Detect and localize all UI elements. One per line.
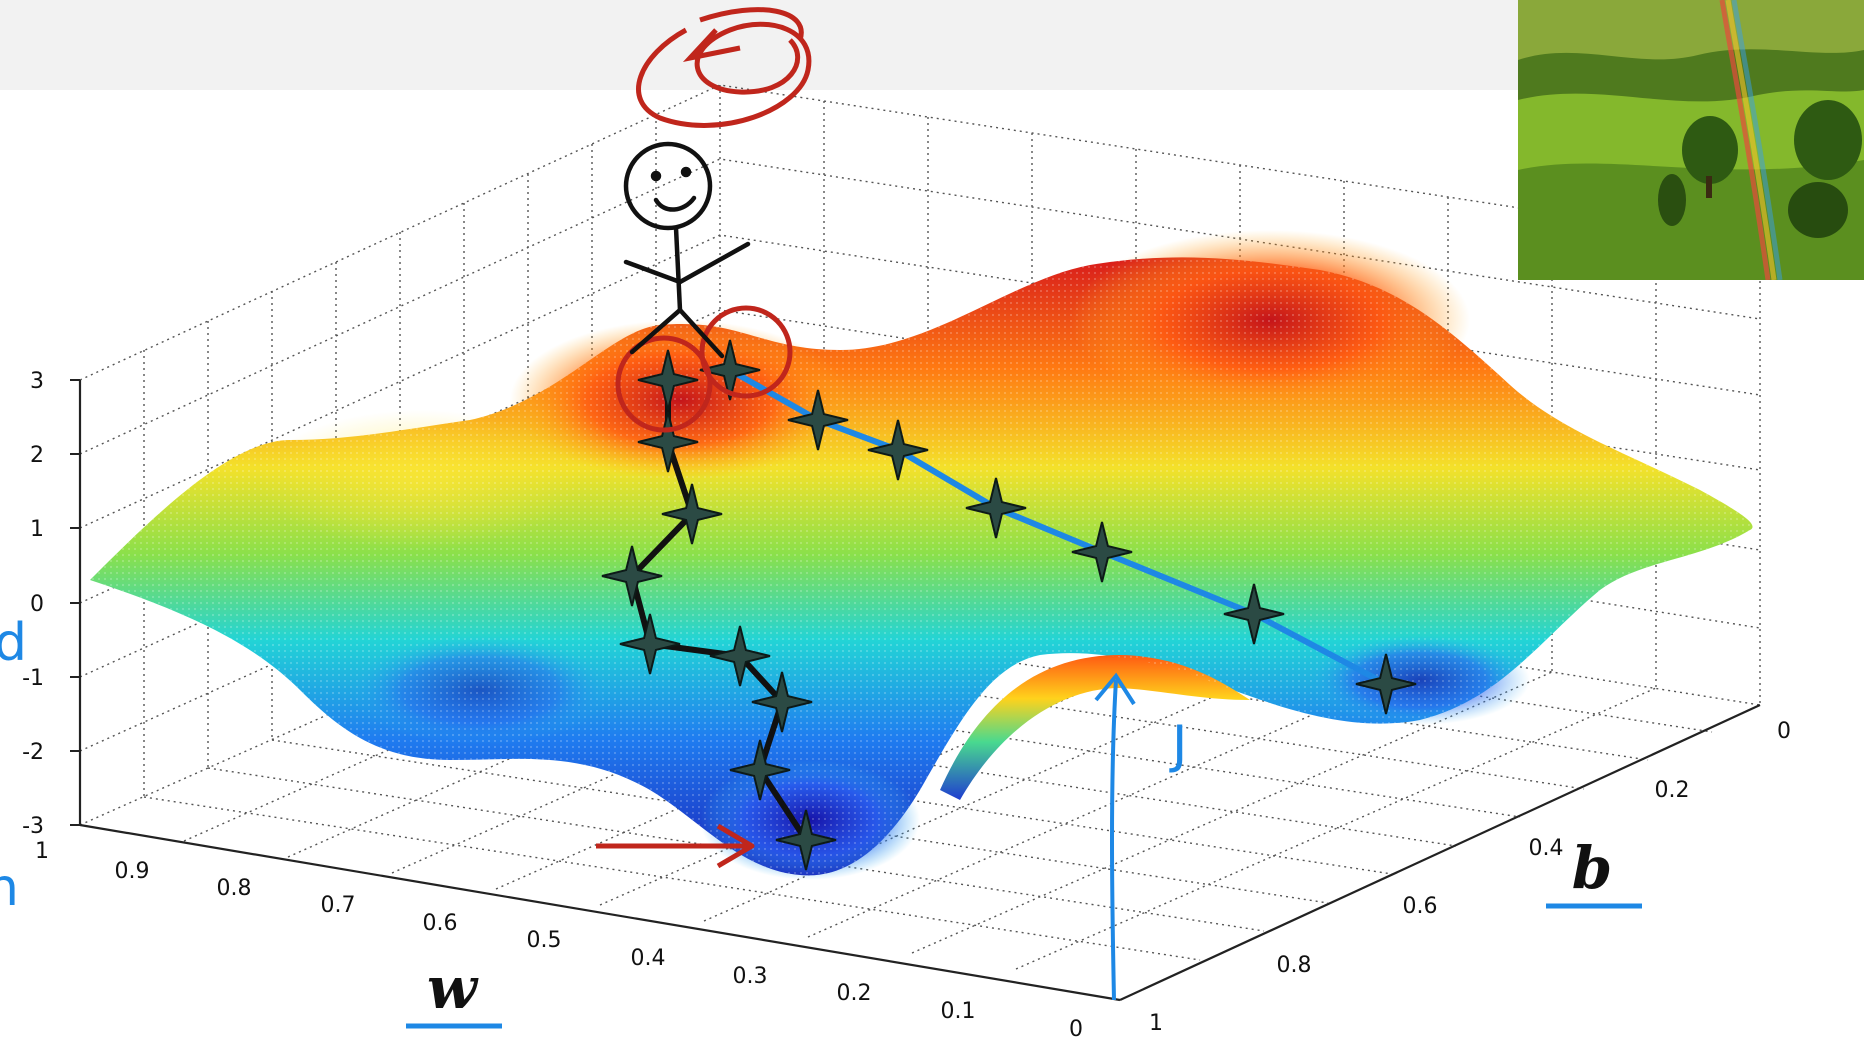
w-tick-label: 0.5 bbox=[527, 928, 562, 953]
w-tick-label: 0.3 bbox=[733, 964, 768, 989]
figure-smile bbox=[653, 195, 697, 212]
b-tick-label: 0.6 bbox=[1403, 894, 1438, 919]
descent-step-marker bbox=[751, 671, 813, 733]
minimum-arrow-head bbox=[716, 823, 755, 869]
left-fragment-top: d bbox=[0, 613, 27, 673]
w-tick-label: 0 bbox=[1069, 1017, 1083, 1042]
descent-step-marker bbox=[1223, 583, 1285, 645]
start-circle-2 bbox=[699, 305, 793, 399]
b-tick-label: 0.2 bbox=[1655, 778, 1690, 803]
j-axis-ticks: 3 2 1 0 -1 -2 -3 1 bbox=[22, 369, 80, 864]
spiral-scribble bbox=[636, 7, 812, 128]
descent-step-marker bbox=[1071, 521, 1133, 583]
start-circle-1 bbox=[615, 335, 713, 433]
descent-step-marker bbox=[965, 477, 1027, 539]
descent-step-marker bbox=[637, 349, 699, 411]
w-tick-label: 0.9 bbox=[115, 859, 150, 884]
b-tick-label: 0.8 bbox=[1277, 953, 1312, 978]
descent-step-marker bbox=[601, 545, 663, 607]
descent-step-marker bbox=[775, 809, 837, 871]
figure-head bbox=[623, 141, 713, 231]
descent-step-marker bbox=[1355, 653, 1417, 715]
j-tick-label: 3 bbox=[30, 369, 44, 394]
descent-step-marker bbox=[729, 739, 791, 801]
w-tick-label: 0.4 bbox=[631, 946, 666, 971]
red-annotations bbox=[596, 7, 812, 869]
descent-step-marker bbox=[787, 389, 849, 451]
w-tick-label: 0.8 bbox=[217, 876, 252, 901]
w-axis-label: w bbox=[427, 954, 479, 1022]
descent-step-marker bbox=[619, 613, 681, 675]
figure-eye-right bbox=[680, 166, 692, 178]
w-tick-label: 0.7 bbox=[321, 893, 356, 918]
cost-surface bbox=[90, 230, 1753, 880]
b-axis-label: b bbox=[1572, 834, 1613, 902]
figure-eye-left bbox=[650, 170, 662, 182]
j-tick-label: 0 bbox=[30, 592, 44, 617]
b-axis-ticks: 0 0.2 0.4 0.6 0.8 1 bbox=[1149, 719, 1791, 1036]
j-tick-label: -1 bbox=[22, 666, 44, 691]
j-axis-label: J bbox=[1169, 715, 1187, 775]
j-tick-label: 1 bbox=[30, 517, 44, 542]
descent-step-marker bbox=[637, 411, 699, 473]
landscape-rainbow-inset bbox=[1518, 0, 1864, 280]
w-tick-label: 0.1 bbox=[941, 999, 976, 1024]
j-tick-label: -3 bbox=[22, 814, 44, 839]
descent-step-marker bbox=[699, 339, 761, 401]
w-tick-label: 0.6 bbox=[423, 911, 458, 936]
descent-step-marker bbox=[709, 625, 771, 687]
descent-step-marker bbox=[867, 419, 929, 481]
w-tick-label: 0.2 bbox=[837, 981, 872, 1006]
descent-paths bbox=[601, 339, 1417, 871]
b-tick-label: 0.4 bbox=[1529, 836, 1564, 861]
j-tick-label: 2 bbox=[30, 443, 44, 468]
landscape-image bbox=[1518, 0, 1864, 280]
j-arrow-head bbox=[1094, 672, 1136, 706]
b-tick-label: 0 bbox=[1777, 719, 1791, 744]
left-fragment-bottom: n bbox=[0, 858, 19, 918]
b-tick-label: 1 bbox=[1149, 1011, 1163, 1036]
j-annotation: J bbox=[1094, 672, 1187, 1001]
corner-tick-label: 1 bbox=[35, 839, 49, 864]
w-axis-ticks: 0.9 0.8 0.7 0.6 0.5 0.4 0.3 0.2 0.1 0 bbox=[115, 859, 1084, 1042]
stick-figure bbox=[623, 141, 751, 359]
descent-step-marker bbox=[661, 483, 723, 545]
j-tick-label: -2 bbox=[22, 740, 44, 765]
j-arrow bbox=[1110, 679, 1118, 1001]
